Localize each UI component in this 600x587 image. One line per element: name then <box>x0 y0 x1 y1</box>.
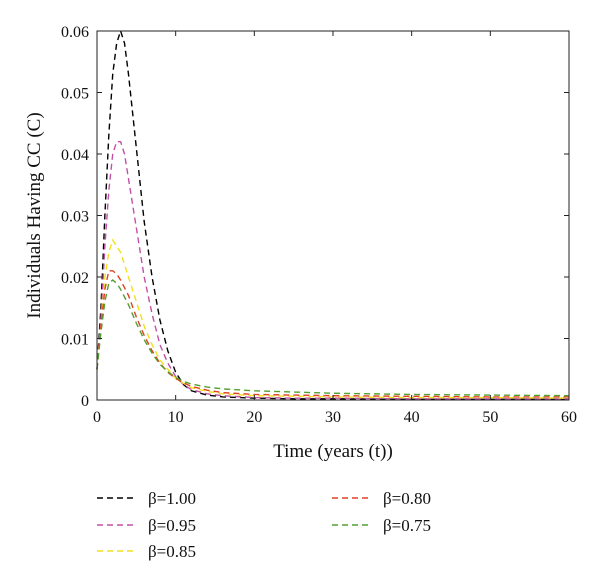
plot-frame <box>96 30 570 401</box>
series-line-1 <box>96 141 569 400</box>
x-tick-label: 10 <box>168 409 184 426</box>
x-tick-label: 0 <box>93 409 101 426</box>
y-tick-label: 0.02 <box>61 270 89 287</box>
x-tick-label: 40 <box>404 409 420 426</box>
x-tick-label: 60 <box>561 409 577 426</box>
legend-label: β=0.85 <box>148 542 196 561</box>
y-axis-label: Individuals Having CC (C) <box>24 112 45 318</box>
x-tick-label: 50 <box>482 409 498 426</box>
legend-label: β=0.75 <box>383 516 431 535</box>
x-axis-label: Time (years (t)) <box>273 441 393 462</box>
y-tick-label: 0.01 <box>61 332 89 349</box>
series-line-3 <box>96 270 569 398</box>
series-line-0 <box>96 28 569 401</box>
y-tick-label: 0.03 <box>61 209 89 226</box>
x-tick-label: 30 <box>325 409 341 426</box>
y-tick-label: 0.04 <box>61 147 89 164</box>
plot-lines <box>96 28 570 401</box>
series-line-2 <box>96 238 570 399</box>
series-line-4 <box>96 279 570 397</box>
x-tick-label: 20 <box>246 409 262 426</box>
axis-ticks: 0 10 20 30 40 50 60 0 0.01 0.02 0.03 0.04 0.05 0.06 <box>61 24 577 426</box>
legend-label: β=0.95 <box>148 516 196 535</box>
y-tick-label: 0 <box>81 393 89 410</box>
legend-label: β=1.00 <box>148 489 196 508</box>
legend: β=1.00 β=0.95 β=0.85 β=0.80 β=0.75 <box>97 489 431 561</box>
legend-label: β=0.80 <box>383 489 431 508</box>
y-tick-label: 0.05 <box>61 86 89 103</box>
y-tick-label: 0.06 <box>61 24 89 41</box>
